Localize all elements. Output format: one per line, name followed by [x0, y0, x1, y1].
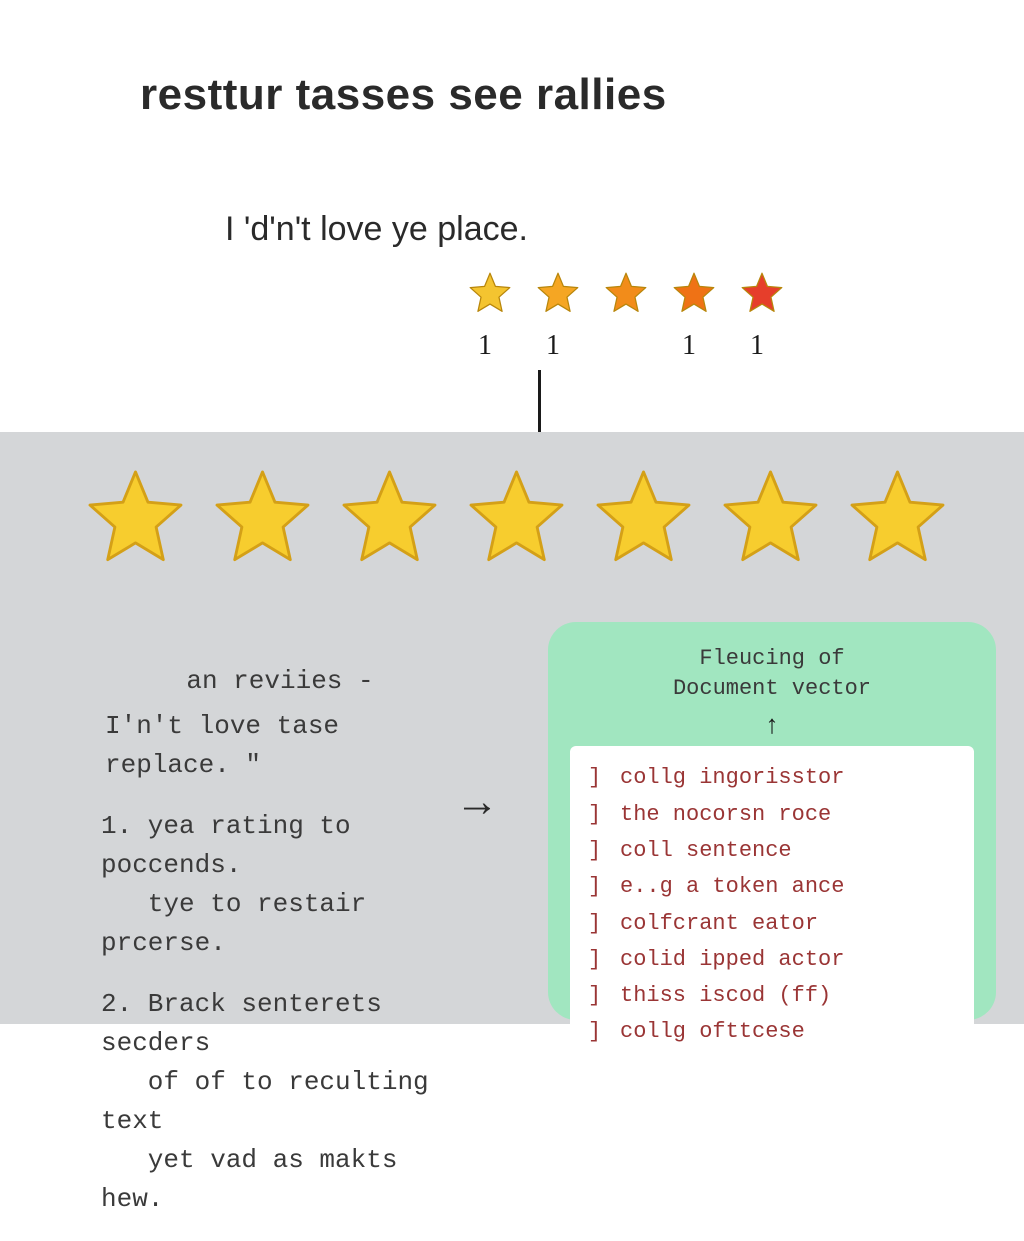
star-icon — [78, 460, 193, 575]
star-icon — [713, 460, 828, 575]
vector-list: ]collg ingorisstor]the nocorsn roce]coll… — [570, 746, 974, 1064]
green-panel-title: Fleucing of Document vector — [570, 644, 974, 703]
green-panel: Fleucing of Document vector ↑ ]collg ing… — [548, 622, 996, 1020]
star-icon — [840, 460, 955, 575]
vector-list-item: ]thiss iscod (ff) — [588, 978, 956, 1014]
star-icon — [459, 460, 574, 575]
star-number — [611, 330, 631, 362]
left-list-item: 1. yea rating to poccends. tye to restai… — [95, 807, 465, 963]
vector-list-item: ]colfcrant eator — [588, 906, 956, 942]
left-text-block: an reviies - I'n't love tase replace. " … — [95, 662, 465, 1241]
left-list-item: 2. Brack senterets secders of of to recu… — [95, 985, 465, 1219]
vector-list-item: ]the nocorsn roce — [588, 797, 956, 833]
star-number: 1 — [475, 330, 495, 362]
star-icon — [332, 460, 447, 575]
vector-list-item: ]e..g a token ance — [588, 869, 956, 905]
vector-list-item: ]colid ipped actor — [588, 942, 956, 978]
review-sentence: I 'd'n't love ye place. — [225, 210, 528, 249]
big-star-row — [78, 460, 955, 575]
gray-panel: an reviies - I'n't love tase replace. " … — [0, 432, 1024, 1024]
star-number: 1 — [747, 330, 767, 362]
arrow-up-icon: ↑ — [570, 709, 974, 740]
star-icon — [737, 268, 787, 318]
star-icon — [669, 268, 719, 318]
vector-list-item: ]coll sentence — [588, 833, 956, 869]
star-icon — [533, 268, 583, 318]
star-icon — [205, 460, 320, 575]
left-quote: I'n't love tase replace. " — [95, 707, 465, 785]
page-title: resttur tasses see rallies — [140, 70, 667, 120]
star-icon — [586, 460, 701, 575]
star-icon — [465, 268, 515, 318]
star-number: 1 — [679, 330, 699, 362]
star-number: 1 — [543, 330, 563, 362]
vector-list-item: ]collg ofttcese — [588, 1014, 956, 1050]
star-icon — [601, 268, 651, 318]
star-number-row: 1 1 1 1 — [475, 330, 767, 362]
small-star-row — [465, 268, 787, 318]
left-header: an reviies - — [95, 662, 465, 701]
vector-list-item: ]collg ingorisstor — [588, 760, 956, 796]
arrow-right-icon: → — [455, 777, 499, 827]
